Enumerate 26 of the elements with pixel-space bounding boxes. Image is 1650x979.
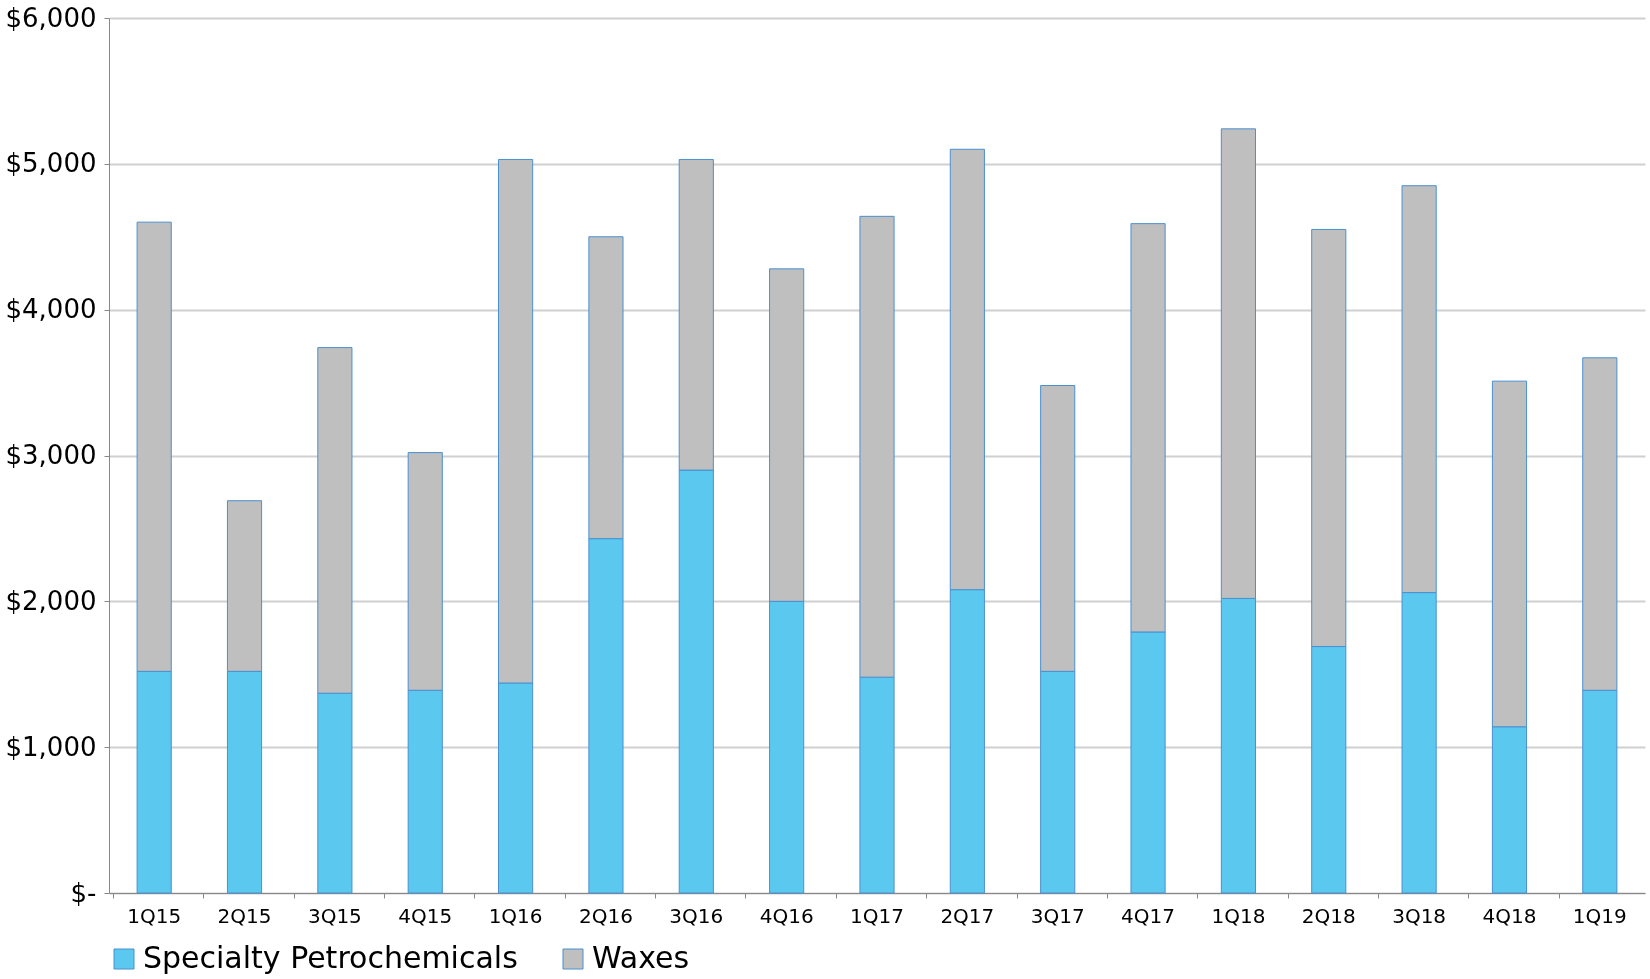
x-tick-label: 1Q18 — [1211, 903, 1266, 928]
legend-label: Waxes — [592, 940, 690, 975]
x-tick-label: 3Q15 — [307, 903, 362, 928]
legend-label: Specialty Petrochemicals — [143, 940, 518, 975]
x-tick-label: 2Q16 — [578, 903, 633, 928]
x-tick-label: 4Q17 — [1121, 903, 1176, 928]
x-tick-label: 4Q18 — [1482, 903, 1537, 928]
x-tick-label: 1Q16 — [488, 903, 543, 928]
y-tick-label: $- — [70, 877, 97, 908]
y-tick-label: $6,000 — [5, 2, 97, 33]
x-tick-label: 3Q16 — [669, 903, 724, 928]
x-tick-label: 3Q17 — [1030, 903, 1085, 928]
x-tick-label: 2Q18 — [1301, 903, 1356, 928]
x-tick-label: 4Q16 — [759, 903, 814, 928]
y-tick-label: $2,000 — [5, 585, 97, 616]
x-tick-label: 2Q17 — [940, 903, 995, 928]
x-tick-label: 4Q15 — [398, 903, 453, 928]
x-tick-label: 1Q19 — [1572, 903, 1627, 928]
y-tick-label: $5,000 — [5, 148, 97, 179]
y-tick-label: $1,000 — [5, 731, 97, 762]
x-tick-label: 1Q15 — [127, 903, 182, 928]
x-tick-label: 2Q15 — [217, 903, 272, 928]
x-tick-label: 1Q17 — [850, 903, 904, 928]
y-tick-label: $4,000 — [5, 294, 97, 325]
y-tick-label: $3,000 — [5, 440, 97, 470]
x-tick-label: 3Q18 — [1392, 903, 1447, 928]
